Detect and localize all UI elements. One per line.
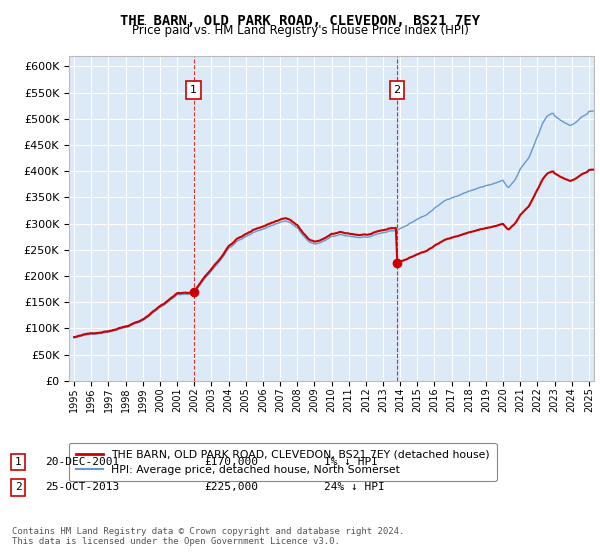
Text: 2: 2 [394, 85, 401, 95]
Legend: THE BARN, OLD PARK ROAD, CLEVEDON, BS21 7EY (detached house), HPI: Average price: THE BARN, OLD PARK ROAD, CLEVEDON, BS21 … [69, 443, 497, 482]
Text: 1: 1 [190, 85, 197, 95]
Text: £225,000: £225,000 [204, 482, 258, 492]
Text: Contains HM Land Registry data © Crown copyright and database right 2024.
This d: Contains HM Land Registry data © Crown c… [12, 526, 404, 546]
Text: 20-DEC-2001: 20-DEC-2001 [45, 457, 119, 467]
Text: 2: 2 [14, 482, 22, 492]
Text: £170,000: £170,000 [204, 457, 258, 467]
Text: 25-OCT-2013: 25-OCT-2013 [45, 482, 119, 492]
Text: Price paid vs. HM Land Registry's House Price Index (HPI): Price paid vs. HM Land Registry's House … [131, 24, 469, 37]
Text: 1% ↓ HPI: 1% ↓ HPI [324, 457, 378, 467]
Text: 24% ↓ HPI: 24% ↓ HPI [324, 482, 385, 492]
Text: 1: 1 [14, 457, 22, 467]
Text: THE BARN, OLD PARK ROAD, CLEVEDON, BS21 7EY: THE BARN, OLD PARK ROAD, CLEVEDON, BS21 … [120, 14, 480, 28]
